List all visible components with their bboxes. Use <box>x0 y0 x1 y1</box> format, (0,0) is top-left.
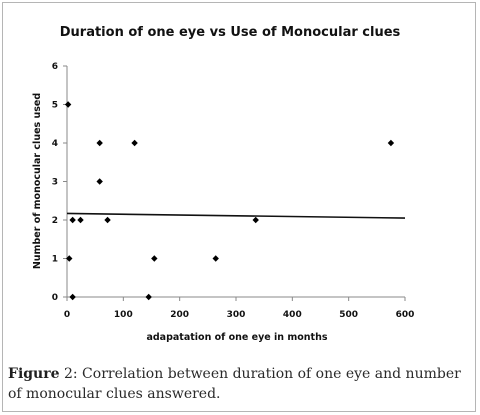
axes <box>66 66 405 298</box>
y-axis-ticks: 0 1 2 3 4 5 6 <box>52 62 67 303</box>
trendline-group <box>66 212 406 219</box>
scatter-chart: Duration of one eye vs Use of Monocular … <box>32 25 415 343</box>
data-point <box>212 255 219 262</box>
x-tick-label: 100 <box>114 310 133 320</box>
data-point <box>252 216 259 224</box>
data-point <box>77 216 84 224</box>
x-tick-label: 300 <box>227 310 246 320</box>
x-tick-label: 500 <box>339 310 358 320</box>
data-point <box>66 255 73 262</box>
y-tick-label: 3 <box>52 178 58 188</box>
chart-title: Duration of one eye vs Use of Monocular … <box>60 25 401 40</box>
data-point <box>387 139 395 147</box>
data-point <box>151 255 158 262</box>
x-tick-label: 600 <box>396 310 415 320</box>
data-point <box>69 216 76 224</box>
caption-label: Figure <box>8 366 60 382</box>
data-points <box>64 101 395 301</box>
data-point <box>69 293 76 301</box>
y-tick-label: 0 <box>52 293 58 303</box>
x-tick-label: 0 <box>64 310 70 320</box>
data-point <box>96 139 103 147</box>
y-tick-label: 5 <box>52 101 58 111</box>
figure-caption: Figure 2: Correlation between duration o… <box>8 364 474 404</box>
trendline <box>66 212 406 219</box>
figure-frame <box>2 2 476 412</box>
x-tick-label: 400 <box>283 310 302 320</box>
x-axis-label: adapatation of one eye in months <box>146 332 327 343</box>
data-point <box>145 293 152 301</box>
x-tick-label: 200 <box>170 310 189 320</box>
y-tick-label: 2 <box>52 216 58 226</box>
y-axis-label: Number of monocular clues used <box>32 93 43 269</box>
caption-text: : Correlation between duration of one ey… <box>8 366 461 402</box>
y-tick-label: 1 <box>52 255 58 265</box>
x-axis-ticks: 0 100 200 300 400 500 600 <box>64 297 415 320</box>
data-point <box>131 139 138 147</box>
data-point <box>96 178 103 185</box>
y-tick-label: 4 <box>52 139 58 149</box>
y-tick-label: 6 <box>52 62 58 72</box>
data-point <box>104 216 111 224</box>
caption-number: 2 <box>63 366 73 382</box>
data-point <box>64 101 72 108</box>
